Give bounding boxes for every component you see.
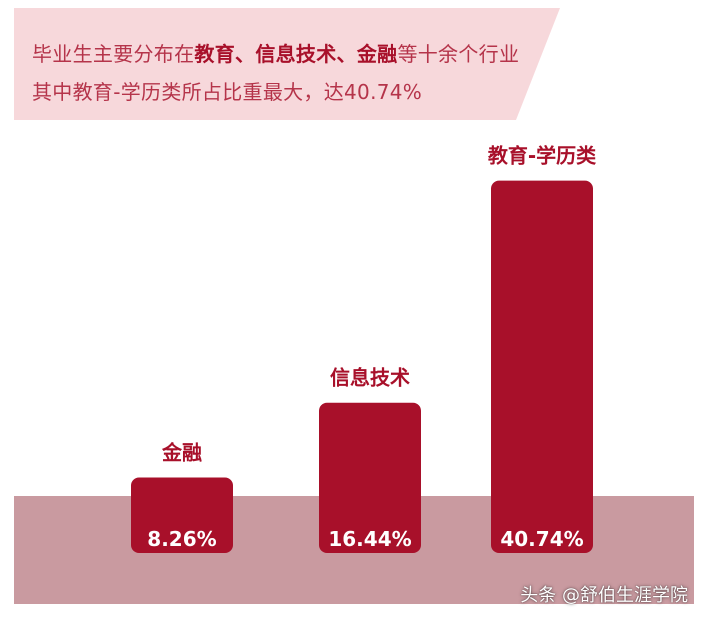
banner-background	[14, 8, 560, 120]
banner-line-2: 其中教育-学历类所占比重最大，达40.74%	[32, 80, 423, 104]
bar-value-label-0: 8.26%	[147, 527, 216, 551]
bar-category-label-1: 信息技术	[330, 366, 410, 390]
watermark: 头条 @舒伯生涯学院	[520, 585, 688, 606]
banner-line-1-segment: 信息技术	[255, 42, 337, 66]
banner-line-1-segment: 等十余个行业	[397, 42, 520, 66]
banner-line-1-segment: 毕业生主要分布在	[32, 42, 195, 66]
banner-line-1: 毕业生主要分布在教育、信息技术、金融等十余个行业	[32, 38, 519, 67]
bar-value-label-2: 40.74%	[500, 527, 583, 551]
header-banner: 毕业生主要分布在教育、信息技术、金融等十余个行业 其中教育-学历类所占比重最大，…	[0, 0, 710, 130]
bar-0	[131, 477, 233, 553]
bar-1	[319, 402, 421, 553]
banner-line-1-segment: 、	[336, 42, 357, 66]
banner-line-1-segment: 、	[235, 42, 256, 66]
bar-category-label-0: 金融	[161, 441, 202, 465]
bars-group: 8.26% 金融 16.44% 信息技术 40.74% 教育-学历类	[131, 144, 596, 553]
bar-2	[491, 180, 593, 553]
bar-category-label-2: 教育-学历类	[488, 144, 596, 168]
banner-line-1-segment: 教育	[194, 42, 236, 66]
banner-line-1-segment: 金融	[356, 42, 398, 66]
bar-value-label-1: 16.44%	[328, 527, 411, 551]
